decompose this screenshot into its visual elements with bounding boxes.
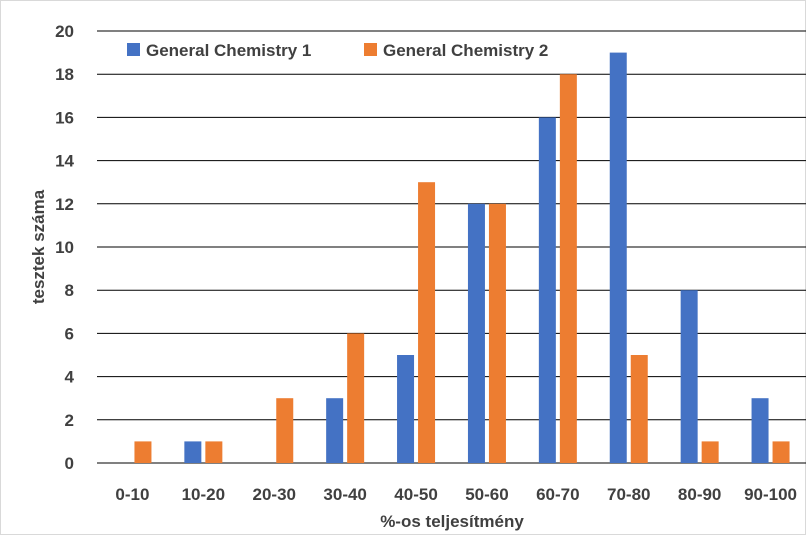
bar-gc2-70-80 — [630, 355, 648, 463]
x-tick-label: 70-80 — [607, 485, 650, 504]
x-tick-label: 30-40 — [323, 485, 366, 504]
y-tick-label: 2 — [65, 411, 74, 430]
legend-label-gc1: General Chemistry 1 — [146, 41, 311, 60]
bar-gc2-50-60 — [488, 203, 506, 464]
bar-gc1-30-40 — [326, 398, 344, 463]
y-tick-label: 10 — [55, 238, 74, 257]
y-tick-label: 14 — [55, 152, 74, 171]
y-tick-label: 0 — [65, 454, 74, 473]
bar-gc1-90-100 — [751, 398, 769, 463]
x-tick-label: 0-10 — [115, 485, 149, 504]
bar-gc2-60-70 — [559, 74, 577, 463]
bar-gc2-20-30 — [276, 398, 294, 463]
x-tick-label: 20-30 — [253, 485, 296, 504]
x-tick-label: 40-50 — [394, 485, 437, 504]
bar-gc2-80-90 — [701, 441, 719, 463]
y-axis-ticks: 0 2 4 6 8 10 12 14 16 18 20 — [55, 22, 74, 473]
bars — [134, 52, 790, 464]
bar-gc1-80-90 — [680, 290, 698, 463]
y-tick-label: 6 — [65, 324, 74, 343]
bar-gc1-70-80 — [609, 52, 627, 463]
y-tick-label: 4 — [65, 368, 75, 387]
y-tick-label: 18 — [55, 65, 74, 84]
legend-swatch-gc1 — [127, 43, 140, 56]
bar-gc2-40-50 — [418, 182, 436, 463]
bar-gc1-50-60 — [467, 203, 485, 464]
x-tick-label: 60-70 — [536, 485, 579, 504]
legend-swatch-gc2 — [364, 43, 377, 56]
bar-gc1-60-70 — [538, 117, 556, 464]
y-tick-label: 20 — [55, 22, 74, 41]
legend-label-gc2: General Chemistry 2 — [383, 41, 548, 60]
y-tick-label: 16 — [55, 108, 74, 127]
x-tick-label: 80-90 — [678, 485, 721, 504]
bar-gc2-0-10 — [134, 441, 152, 463]
y-tick-label: 12 — [55, 195, 74, 214]
y-tick-label: 8 — [65, 281, 74, 300]
y-axis-title: tesztek száma — [29, 189, 48, 304]
bar-gc2-10-20 — [205, 441, 223, 463]
legend: General Chemistry 1 General Chemistry 2 — [127, 41, 548, 60]
bar-gc1-40-50 — [397, 355, 415, 463]
gridlines — [97, 30, 806, 464]
bar-gc1-10-20 — [184, 441, 202, 463]
x-axis-title: %-os teljesítmény — [380, 512, 524, 531]
x-tick-label: 90-100 — [744, 485, 797, 504]
x-tick-label: 10-20 — [182, 485, 225, 504]
x-tick-label: 50-60 — [465, 485, 508, 504]
bar-gc2-90-100 — [772, 441, 790, 463]
x-axis-ticks: 0-10 10-20 20-30 30-40 40-50 50-60 60-70 70-80 8… — [115, 485, 797, 504]
bar-gc2-30-40 — [347, 333, 365, 463]
